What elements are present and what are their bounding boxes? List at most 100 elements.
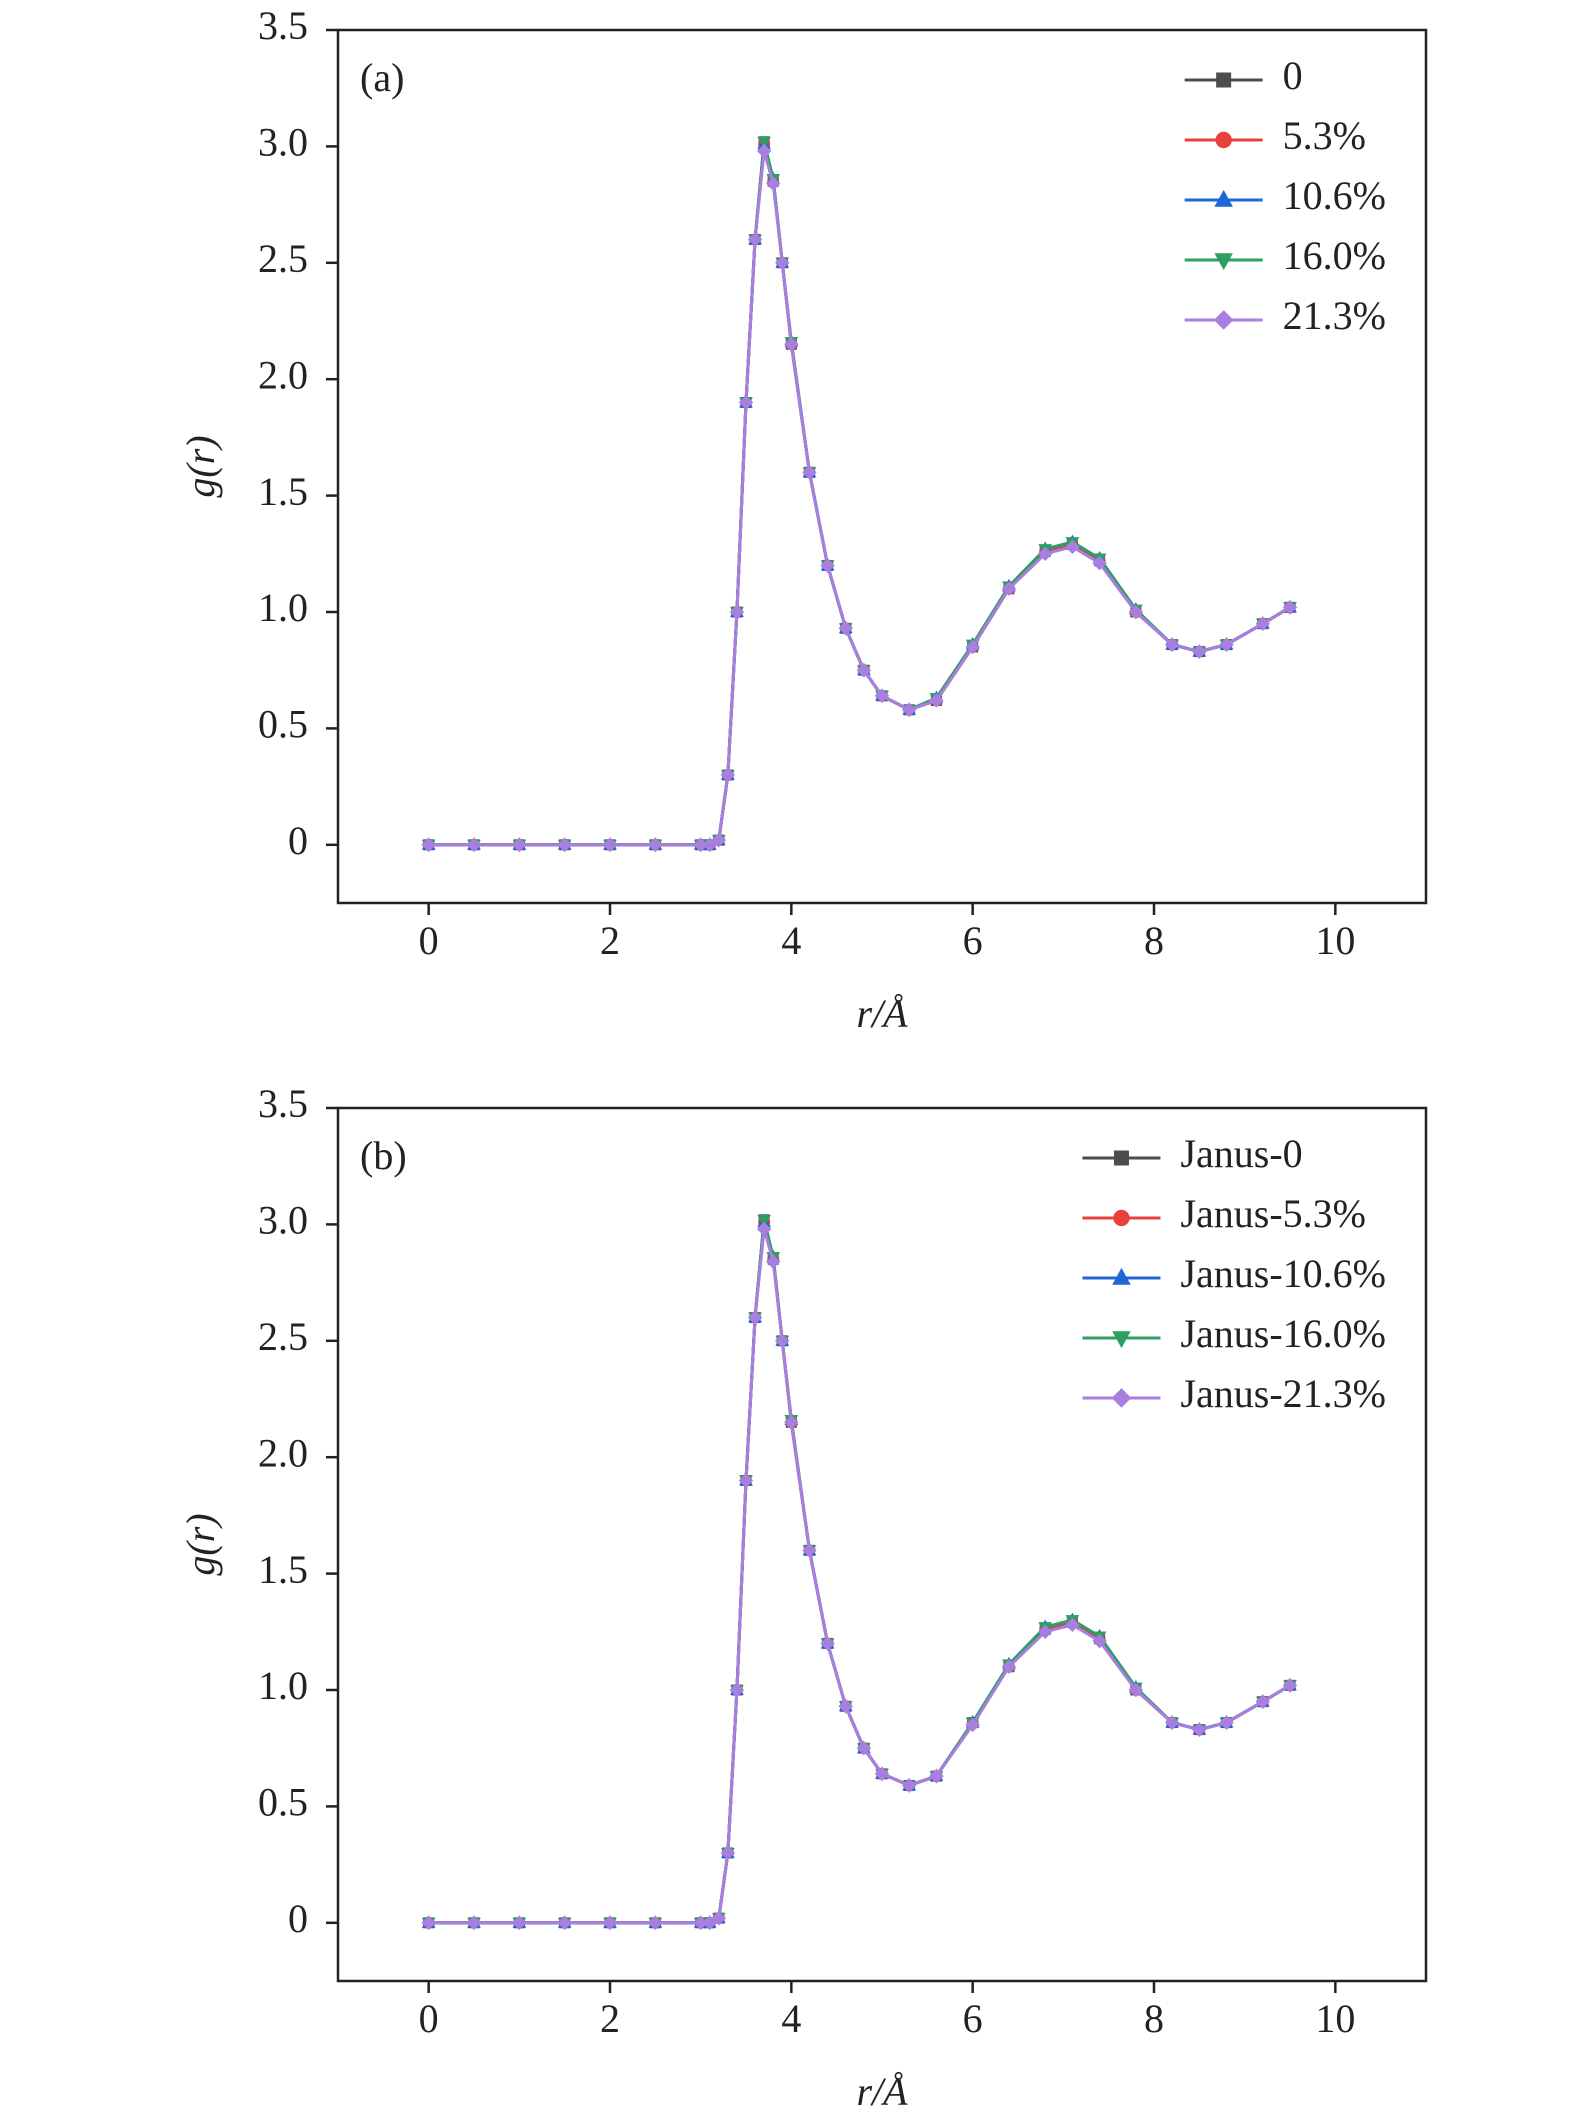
x-tick-label: 10 [1315, 1996, 1355, 2041]
marker [929, 693, 944, 708]
marker [557, 1915, 572, 1931]
y-axis-title: g(r) [178, 435, 223, 497]
legend-label: 10.6% [1283, 173, 1386, 218]
series [428, 141, 1291, 847]
marker [512, 837, 527, 853]
marker [729, 1682, 745, 1698]
legend-marker [1113, 1150, 1129, 1166]
legend-label: Janus-0 [1180, 1131, 1302, 1176]
y-tick-label: 0 [288, 818, 308, 863]
marker [1065, 1617, 1080, 1633]
marker [1219, 1715, 1234, 1730]
marker [1037, 546, 1053, 562]
marker [1282, 600, 1298, 615]
y-tick-label: 3.0 [258, 120, 308, 165]
marker [602, 1915, 618, 1931]
marker [856, 1740, 872, 1756]
x-tick-label: 2 [600, 1996, 620, 2041]
y-tick-label: 3.5 [258, 3, 308, 48]
y-tick-label: 2.0 [258, 352, 308, 397]
series-line [428, 141, 1291, 847]
legend-label: Janus-16.0% [1180, 1311, 1386, 1356]
marker [1065, 539, 1080, 555]
y-tick-label: 1.0 [258, 1663, 308, 1708]
marker [747, 1310, 763, 1325]
marker [757, 136, 771, 150]
marker [1255, 1694, 1271, 1709]
series-line [428, 143, 1291, 847]
marker [820, 558, 835, 573]
series [428, 143, 1291, 847]
marker [784, 1415, 799, 1430]
marker [775, 1333, 790, 1349]
y-tick-label: 0.5 [258, 1780, 308, 1825]
legend-marker [1111, 1388, 1132, 1408]
marker [756, 143, 772, 159]
series [428, 1219, 1291, 1925]
marker [856, 662, 872, 678]
marker [711, 1910, 727, 1926]
marker [1001, 1659, 1017, 1674]
series [428, 1219, 1291, 1925]
y-tick-label: 1.0 [258, 585, 308, 630]
marker [901, 1778, 917, 1793]
legend-label: Janus-21.3% [1180, 1371, 1386, 1416]
y-tick-label: 1.5 [258, 469, 308, 514]
series [428, 141, 1291, 847]
marker [747, 232, 763, 247]
series [428, 143, 1291, 847]
legend-label: 5.3% [1283, 113, 1366, 158]
y-tick-label: 2.5 [258, 1314, 308, 1359]
series-line [428, 1219, 1291, 1925]
y-tick-label: 3.0 [258, 1198, 308, 1243]
y-tick-label: 3.5 [258, 1081, 308, 1126]
legend-label: 16.0% [1283, 233, 1386, 278]
series-line [428, 141, 1291, 847]
marker [1255, 616, 1271, 631]
legend-label: 21.3% [1283, 293, 1386, 338]
legend-marker [1112, 1267, 1131, 1285]
marker [756, 1221, 772, 1237]
x-tick-label: 10 [1315, 918, 1355, 963]
marker [421, 1915, 436, 1931]
y-tick-label: 2.0 [258, 1430, 308, 1475]
marker [602, 837, 618, 853]
marker [874, 688, 890, 704]
marker [784, 337, 799, 352]
marker [720, 1845, 736, 1861]
marker [1128, 1682, 1144, 1698]
panel-label: (b) [360, 1133, 407, 1178]
marker [1037, 1624, 1053, 1640]
legend-marker [1214, 189, 1233, 207]
marker [1092, 555, 1107, 571]
series-line [428, 1221, 1291, 1925]
marker [802, 465, 817, 480]
series [428, 1221, 1291, 1925]
y-tick-label: 0 [288, 1896, 308, 1941]
x-axis-title: r/Å [856, 991, 908, 1036]
y-axis-title: g(r) [178, 1513, 223, 1575]
marker [765, 1254, 781, 1269]
marker [838, 1699, 853, 1714]
x-tick-label: 4 [781, 1996, 801, 2041]
panel-label: (a) [360, 55, 404, 100]
marker [1164, 637, 1180, 652]
x-tick-label: 6 [963, 1996, 983, 2041]
marker [820, 1636, 835, 1651]
marker [702, 837, 717, 853]
legend-label: 0 [1283, 53, 1303, 98]
x-tick-label: 6 [963, 918, 983, 963]
marker [838, 621, 853, 636]
marker [1164, 1715, 1180, 1730]
marker [901, 702, 917, 717]
legend-marker [1216, 72, 1232, 88]
marker [557, 837, 572, 853]
legend-marker [1213, 310, 1234, 330]
marker [1192, 1722, 1207, 1737]
marker [729, 604, 745, 620]
marker [720, 767, 736, 783]
legend-label: Janus-5.3% [1180, 1191, 1366, 1236]
marker [1219, 637, 1234, 652]
x-tick-label: 0 [419, 1996, 439, 2041]
series-line [428, 150, 1291, 847]
